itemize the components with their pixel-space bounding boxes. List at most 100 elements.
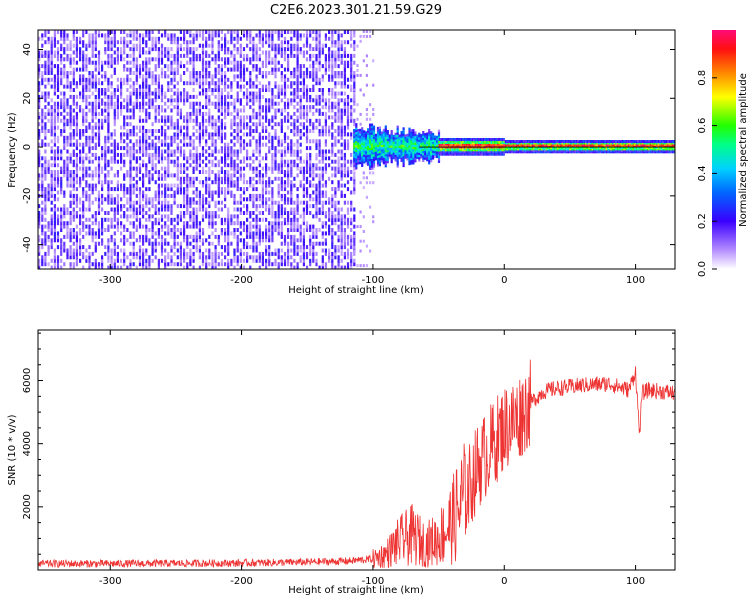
heatmap-cell (211, 241, 214, 246)
heatmap-cell (380, 142, 383, 145)
heatmap-cell (167, 183, 170, 188)
heatmap-cell (359, 88, 362, 92)
heatmap-cell (208, 135, 211, 140)
heatmap-cell (198, 163, 201, 168)
heatmap-cell (302, 241, 305, 246)
heatmap-cell (312, 204, 315, 209)
heatmap-cell (265, 166, 268, 171)
heatmap-cell (376, 146, 380, 150)
heatmap-cell (132, 200, 135, 205)
heatmap-cell (110, 156, 113, 161)
heatmap-cell (198, 204, 201, 209)
heatmap-cell (227, 238, 230, 243)
heatmap-cell (47, 224, 50, 229)
heatmap-cell (217, 214, 220, 219)
heatmap-cell (365, 244, 368, 248)
heatmap-cell (293, 74, 296, 79)
heatmap-cell (302, 77, 305, 82)
heatmap-cell (164, 132, 167, 137)
heatmap-cell (380, 153, 383, 156)
heatmap-cell (318, 101, 321, 106)
heatmap-cell (205, 94, 208, 99)
heatmap-cell (113, 258, 116, 263)
heatmap-cell (280, 47, 283, 52)
heatmap-cell (350, 221, 353, 226)
heatmap-cell (350, 53, 353, 58)
heatmap-cell (142, 33, 145, 38)
heatmap-cell (107, 125, 110, 130)
heatmap-cell (129, 146, 132, 151)
heatmap-cell (331, 197, 334, 202)
heatmap-cell (135, 125, 138, 130)
heatmap-cell (138, 146, 142, 151)
heatmap-cell (189, 152, 192, 157)
heatmap-cell (145, 118, 148, 123)
heatmap-cell (350, 132, 353, 137)
heatmap-cell (53, 211, 56, 215)
heatmap-cell (113, 142, 116, 147)
heatmap-cell (315, 108, 318, 113)
heatmap-cell (167, 207, 170, 212)
heatmap-cell (44, 142, 47, 147)
heatmap-cell (56, 234, 60, 239)
heatmap-cell (271, 238, 274, 243)
heatmap-cell (72, 265, 75, 269)
heatmap-cell (50, 176, 53, 181)
heatmap-cell (305, 115, 309, 120)
heatmap-cell (107, 129, 110, 133)
heatmap-cell (242, 258, 246, 263)
heatmap-cell (75, 159, 78, 164)
heatmap-cell (324, 248, 327, 253)
heatmap-cell (173, 241, 176, 246)
heatmap-cell (56, 231, 60, 236)
heatmap-cell (104, 211, 107, 215)
heatmap-cell (186, 111, 189, 116)
heatmap-cell (104, 176, 107, 181)
heatmap-cell (176, 217, 179, 222)
heatmap-cell (164, 101, 167, 106)
heatmap-cell (101, 91, 104, 96)
heatmap-cell (214, 211, 217, 215)
heatmap-cell (343, 81, 346, 86)
heatmap-cell (120, 265, 123, 269)
heatmap-cell (195, 33, 198, 38)
heatmap-cell (258, 217, 261, 222)
heatmap-cell (331, 88, 334, 92)
heatmap-cell (192, 251, 195, 256)
heatmap-cell (261, 176, 264, 181)
heatmap-cell (157, 173, 160, 178)
heatmap-cell (277, 33, 280, 38)
heatmap-cell (220, 159, 223, 164)
heatmap-cell (372, 130, 376, 133)
heatmap-cell (173, 135, 176, 140)
heatmap-cell (97, 94, 101, 99)
heatmap-cell (110, 84, 113, 89)
heatmap-cell (69, 200, 72, 205)
heatmap-cell (135, 187, 138, 192)
heatmap-cell (258, 101, 261, 106)
heatmap-cell (205, 170, 208, 174)
heatmap-cell (356, 225, 359, 229)
heatmap-cell (79, 50, 82, 55)
heatmap-cell (164, 142, 167, 147)
heatmap-cell (367, 132, 370, 136)
heatmap-cell (227, 47, 230, 52)
heatmap-cell (145, 101, 148, 106)
heatmap-cell (324, 67, 327, 72)
heatmap-cell (208, 64, 211, 69)
heatmap-cell (334, 81, 337, 86)
heatmap-cell (145, 30, 148, 34)
heatmap-cell (331, 60, 334, 65)
heatmap-cell (328, 149, 331, 154)
heatmap-cell (309, 105, 312, 110)
heatmap-cell (280, 258, 283, 263)
heatmap-cell (94, 67, 97, 72)
heatmap-cell (186, 135, 189, 140)
heatmap-cell (192, 118, 195, 123)
heatmap-cell (205, 77, 208, 82)
heatmap-cell (164, 122, 167, 127)
heatmap-cell (233, 98, 236, 103)
heatmap-cell (183, 204, 186, 209)
heatmap-cell (154, 135, 157, 140)
heatmap-cell (227, 258, 230, 263)
